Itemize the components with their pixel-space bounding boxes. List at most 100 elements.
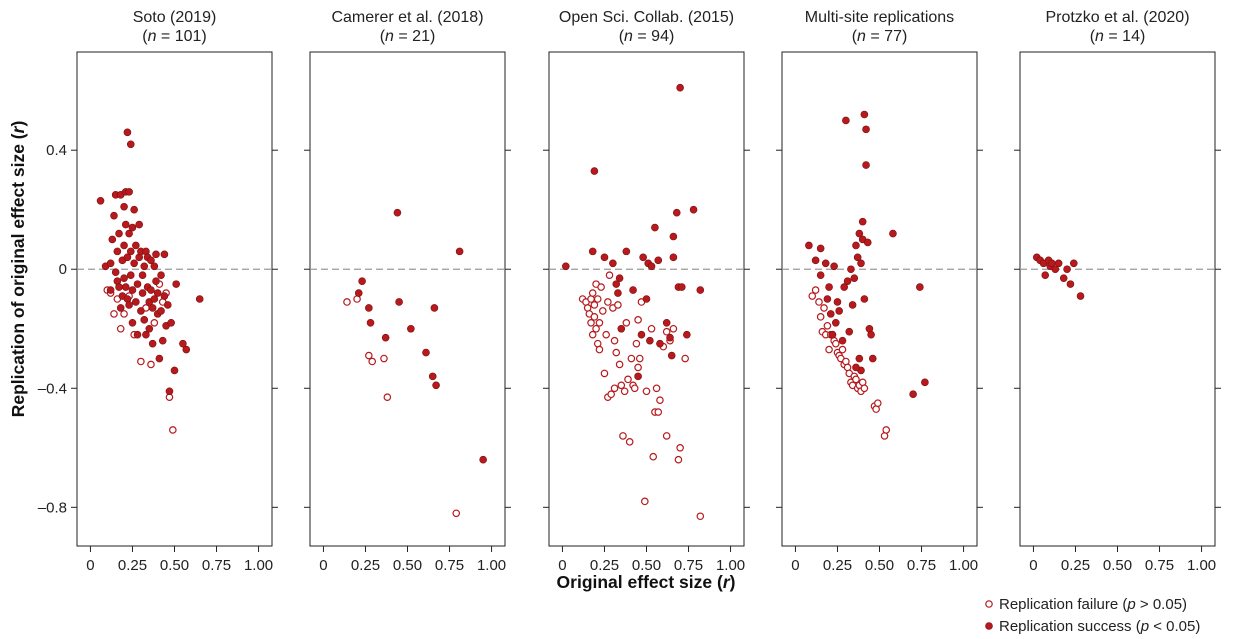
point-success: [830, 262, 838, 271]
point-failure: [383, 393, 392, 402]
point-failure: [816, 313, 825, 321]
point-success: [612, 280, 621, 288]
point-success: [111, 268, 120, 277]
point-success: [868, 354, 877, 363]
point-failure: [380, 354, 388, 363]
point-success: [158, 336, 167, 345]
point-success: [132, 298, 140, 306]
point-failure: [635, 354, 644, 363]
point-failure: [588, 289, 597, 297]
x-tick-label: 0: [86, 557, 94, 574]
point-success: [855, 229, 864, 238]
point-success: [147, 256, 155, 265]
point-success: [838, 336, 847, 345]
point-success: [148, 339, 157, 348]
point-success: [656, 339, 664, 348]
point-failure: [823, 321, 832, 330]
point-success: [666, 333, 674, 342]
point-success: [1076, 292, 1085, 300]
y-tick-label: –0.4: [38, 380, 67, 397]
point-success: [170, 366, 179, 375]
point-success: [147, 286, 155, 294]
point-success: [116, 304, 125, 312]
point-success: [622, 247, 631, 256]
point-success: [831, 319, 840, 327]
point-failure: [598, 307, 607, 315]
panel-5: Protzko et al. (2020) (n = 14) 0 0.25 0.50 0.…: [1014, 9, 1221, 574]
point-failure: [681, 354, 689, 363]
point-failure: [110, 310, 118, 318]
panel-title: Open Sci. Collab. (2015): [559, 9, 734, 26]
x-tick-label: 0.75: [674, 557, 703, 574]
x-tick-label: 0.75: [435, 557, 464, 574]
point-success: [432, 381, 440, 390]
point-success: [125, 301, 133, 309]
panel-title: Multi-site replications: [805, 9, 954, 26]
y-axis-label: Replication of original effect size (r): [8, 121, 28, 418]
point-success: [843, 277, 852, 285]
panel-frame: [309, 51, 506, 547]
point-success: [662, 319, 671, 327]
point-success: [106, 259, 115, 268]
point-failure: [452, 509, 461, 518]
point-success: [182, 345, 191, 354]
point-failure: [620, 387, 629, 396]
point-success: [157, 271, 165, 279]
point-failure: [615, 360, 624, 369]
point-success: [179, 339, 187, 348]
point-success: [654, 256, 663, 265]
panel-n-label: (n = 101): [142, 28, 207, 45]
point-failure: [614, 301, 622, 309]
x-tick-label: 0.50: [1103, 557, 1132, 574]
point-failure: [874, 399, 882, 407]
point-success: [160, 292, 169, 300]
point-success: [678, 283, 686, 291]
x-tick-label: 1.00: [1187, 557, 1216, 574]
point-failure: [597, 283, 605, 291]
point-failure: [147, 360, 155, 369]
point-failure: [825, 345, 833, 354]
panel-frame: [1019, 51, 1216, 547]
point-success: [96, 196, 105, 205]
point-success: [126, 271, 135, 279]
point-failure: [610, 336, 619, 345]
point-success: [821, 259, 830, 268]
point-success: [167, 319, 175, 327]
x-tick-label: 0.25: [590, 557, 619, 574]
point-success: [123, 128, 132, 137]
point-success: [823, 295, 832, 303]
panel-n-label: (n = 21): [380, 28, 436, 45]
point-success: [857, 259, 865, 268]
point-failure: [656, 396, 664, 404]
point-failure: [604, 298, 612, 306]
point-success: [138, 271, 147, 279]
point-failure: [811, 286, 820, 294]
point-success: [108, 235, 117, 244]
point-success: [853, 253, 862, 262]
point-failure: [662, 432, 671, 440]
point-success: [669, 232, 678, 241]
x-tick-label: 0.25: [118, 557, 147, 574]
x-tick-label: 0.25: [1061, 557, 1090, 574]
point-success: [366, 319, 375, 327]
legend-failure-marker: [985, 600, 993, 608]
point-failure: [116, 324, 125, 333]
x-tick-label: 1.00: [244, 557, 273, 574]
point-success: [120, 202, 128, 211]
x-tick-label: 0: [558, 557, 566, 574]
panels-layer: Soto (2019) (n = 101) 0 0.25 0.50 0.75 1.00 –0.…: [38, 9, 1221, 574]
x-tick-label: 1.00: [949, 557, 978, 574]
point-success: [909, 390, 917, 399]
point-success: [430, 304, 439, 312]
point-failure: [343, 298, 351, 306]
point-failure: [642, 387, 651, 396]
point-failure: [630, 384, 639, 393]
point-failure: [137, 357, 145, 366]
point-success: [132, 241, 140, 250]
x-tick-label: 0: [1029, 557, 1037, 574]
point-success: [479, 455, 487, 464]
panel-title: Soto (2019): [133, 9, 217, 26]
point-success: [133, 330, 142, 339]
point-failure: [592, 324, 600, 333]
point-success: [609, 259, 617, 268]
